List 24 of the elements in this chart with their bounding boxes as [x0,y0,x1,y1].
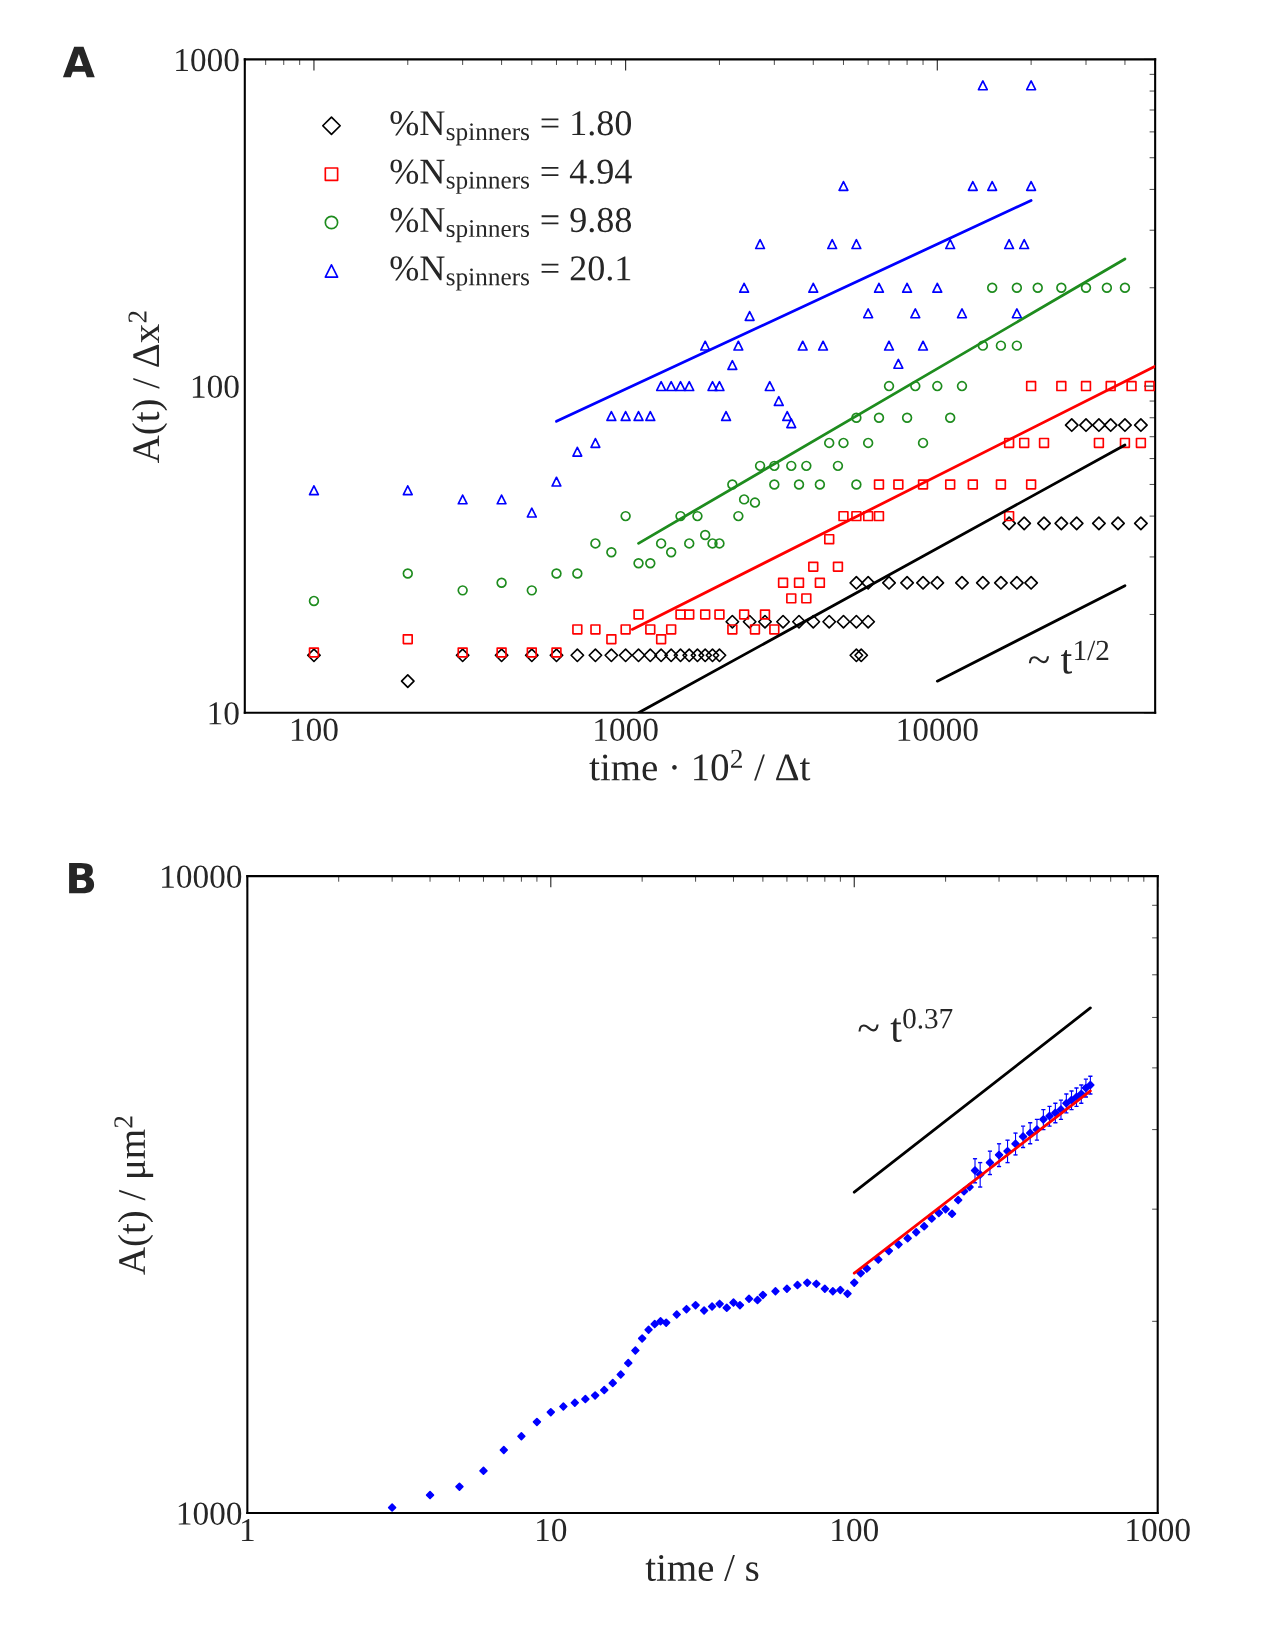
x-axis-title: time / s [645,1554,759,1582]
x-tick-label: 1000 [1127,1518,1190,1542]
y-tick-label: 1000 [176,48,239,72]
x-tick-label: 10 [537,1518,567,1542]
x-tick-label: 100 [291,718,338,742]
x-tick-label: 10000 [898,718,978,742]
chart-title: B [69,862,95,894]
legend-label: %N$_{spinners}$ = 4.94 [390,159,632,194]
y-axis-title: A(t) / μm$^{2}$ [114,1116,154,1275]
legend-label: %N$_{spinners}$ = 20.1 [390,256,631,291]
legend-label: %N$_{spinners}$ = 9.88 [390,207,632,243]
y-axis-title: A(t) / Δx$^{2}$ [128,311,168,463]
y-tick-label: 100 [192,375,239,398]
y-tick-label: 10 [209,702,239,725]
x-tick-label: 100 [832,1518,878,1542]
annotation: ~ t$^{1/2}$ [1028,640,1109,674]
chart-title: A [62,46,95,78]
annotation: ~ t$^{0.37}$ [858,1008,953,1043]
y-tick-label: 1000 [178,1502,242,1525]
y-tick-label: 10000 [162,865,242,889]
x-tick-label: 1000 [595,718,658,742]
x-tick-label: 1 [241,1519,254,1542]
x-axis-title: time · 10$^{2}$ / Δt [589,749,811,781]
legend-label: %N$_{spinners}$ = 1.80 [390,111,632,146]
